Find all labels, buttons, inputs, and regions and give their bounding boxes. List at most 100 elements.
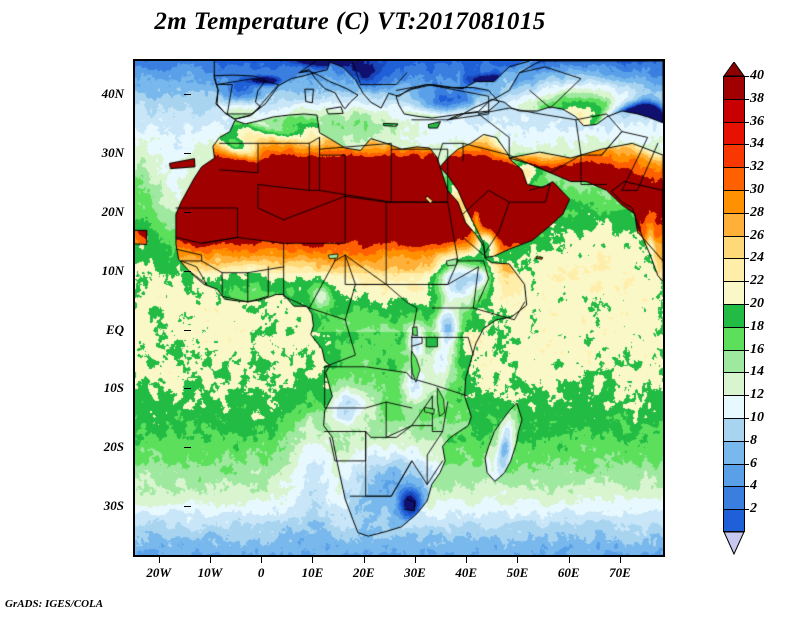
colorbar-tick-mark bbox=[745, 418, 749, 419]
colorbar-tick-mark bbox=[745, 486, 749, 488]
longitude-tick-label: 60E bbox=[557, 565, 580, 580]
colorbar-tick-label: 14 bbox=[750, 364, 764, 380]
longitude-tick-mark bbox=[312, 557, 314, 563]
colorbar-band[interactable] bbox=[723, 326, 745, 350]
latitude-tick-mark bbox=[184, 388, 191, 390]
colorbar[interactable] bbox=[723, 76, 745, 532]
page-title: 2m Temperature (C) VT:2017081015 bbox=[154, 8, 546, 35]
longitude-tick-label: 0 bbox=[257, 565, 265, 580]
colorbar-tick-mark bbox=[745, 349, 749, 351]
longitude-tick-mark bbox=[363, 557, 365, 563]
colorbar-band[interactable] bbox=[723, 304, 745, 327]
colorbar-band[interactable] bbox=[723, 463, 745, 487]
latitude-tick-mark bbox=[184, 94, 191, 96]
latitude-tick-mark bbox=[184, 329, 191, 331]
colorbar-band[interactable] bbox=[723, 258, 745, 282]
colorbar-tick-label: 40 bbox=[750, 68, 764, 83]
colorbar-band[interactable] bbox=[723, 121, 745, 145]
latitude-tick-label: 20S bbox=[103, 439, 124, 455]
longitude-tick-mark bbox=[414, 557, 416, 563]
colorbar-tick-mark bbox=[745, 372, 749, 374]
latitude-tick-label: 30S bbox=[103, 497, 124, 513]
colorbar-arrow-down-icon bbox=[723, 531, 745, 556]
longitude-tick-label: 10W bbox=[197, 565, 223, 580]
latitude-axis: 40N 30N 20N 10N EQ 10S 20S 30S bbox=[60, 59, 191, 557]
colorbar-tick-label: 6 bbox=[750, 455, 757, 471]
colorbar-tick-label: 32 bbox=[750, 159, 764, 175]
colorbar-tick-mark bbox=[745, 258, 749, 260]
colorbar-tick-label: 16 bbox=[750, 341, 764, 357]
colorbar-tick-mark bbox=[745, 235, 749, 237]
longitude-tick-label: 10E bbox=[301, 565, 324, 580]
colorbar-band[interactable] bbox=[723, 98, 745, 122]
latitude-tick-label: 30N bbox=[101, 145, 124, 161]
colorbar-tick-mark bbox=[745, 98, 749, 100]
longitude-tick-mark bbox=[568, 557, 570, 563]
colorbar-band[interactable] bbox=[723, 509, 745, 532]
colorbar-band[interactable] bbox=[723, 281, 745, 304]
colorbar-band[interactable] bbox=[723, 486, 745, 510]
longitude-tick-mark bbox=[517, 557, 519, 563]
colorbar-tick-label: 34 bbox=[750, 136, 764, 152]
colorbar-tick-mark bbox=[745, 440, 749, 442]
latitude-tick-mark bbox=[184, 447, 191, 449]
longitude-tick-mark bbox=[466, 557, 468, 563]
latitude-tick-label: 10S bbox=[103, 380, 124, 396]
longitude-tick-label: 40E bbox=[455, 565, 478, 580]
longitude-tick-label: 50E bbox=[506, 565, 529, 580]
colorbar-band[interactable] bbox=[723, 190, 745, 213]
colorbar-band[interactable] bbox=[723, 440, 745, 464]
colorbar-tick-label: 22 bbox=[750, 273, 764, 289]
latitude-tick-label: 20N bbox=[101, 203, 124, 219]
longitude-tick-mark bbox=[619, 557, 621, 563]
latitude-tick-mark bbox=[184, 505, 191, 507]
colorbar-band[interactable] bbox=[723, 395, 745, 418]
colorbar-tick-label: 12 bbox=[750, 387, 764, 403]
longitude-tick-mark bbox=[158, 557, 160, 563]
colorbar-tick-mark bbox=[745, 509, 749, 511]
colorbar-tick-mark bbox=[745, 121, 749, 123]
colorbar-band[interactable] bbox=[723, 212, 745, 236]
latitude-tick-label: 10N bbox=[101, 262, 124, 278]
colorbar-tick-mark bbox=[745, 144, 749, 146]
colorbar-tick-label: 2 bbox=[750, 501, 757, 517]
map-plot-area[interactable] bbox=[133, 59, 665, 557]
longitude-tick-label: 20E bbox=[352, 565, 375, 580]
colorbar-cap-top bbox=[723, 61, 745, 77]
colorbar-band[interactable] bbox=[723, 372, 745, 396]
colorbar-tick-mark bbox=[745, 212, 749, 214]
colorbar-cap-bottom bbox=[723, 531, 745, 556]
latitude-tick-label: 40N bbox=[101, 86, 124, 102]
colorbar-tick-label: 30 bbox=[750, 182, 764, 197]
colorbar-tick-label: 36 bbox=[750, 113, 764, 129]
temperature-field-canvas[interactable] bbox=[135, 61, 663, 555]
colorbar-tick-mark bbox=[745, 395, 749, 397]
colorbar-band[interactable] bbox=[723, 144, 745, 168]
colorbar-band[interactable] bbox=[723, 167, 745, 190]
colorbar-tick-label: 28 bbox=[750, 204, 764, 220]
longitude-tick-mark bbox=[261, 557, 263, 563]
colorbar-tick-label: 24 bbox=[750, 250, 764, 266]
colorbar-tick-mark bbox=[745, 76, 749, 77]
latitude-tick-mark bbox=[184, 211, 191, 213]
colorbar-band[interactable] bbox=[723, 235, 745, 259]
longitude-tick-label: 20W bbox=[146, 565, 171, 580]
latitude-tick-mark bbox=[184, 270, 191, 272]
colorbar-tick-label: 18 bbox=[750, 318, 764, 334]
colorbar-arrow-up-icon bbox=[723, 61, 745, 77]
source-credit: GrADS: IGES/COLA bbox=[5, 598, 104, 610]
longitude-tick-label: 70E bbox=[609, 565, 631, 580]
colorbar-band[interactable] bbox=[723, 76, 745, 99]
colorbar-tick-label: 20 bbox=[750, 296, 764, 311]
colorbar-band[interactable] bbox=[723, 418, 745, 441]
latitude-tick-label: EQ bbox=[105, 321, 124, 337]
colorbar-band[interactable] bbox=[723, 349, 745, 373]
longitude-axis: 20W 10W 0 10E 20E 30E 40E 50E 60E 70E bbox=[133, 557, 665, 587]
colorbar-tick-mark bbox=[745, 304, 749, 305]
colorbar-tick-mark bbox=[745, 326, 749, 328]
colorbar-tick-label: 26 bbox=[750, 227, 764, 243]
colorbar-tick-label: 8 bbox=[750, 432, 757, 448]
colorbar-tick-mark bbox=[745, 167, 749, 169]
colorbar-tick-label: 4 bbox=[750, 478, 757, 494]
